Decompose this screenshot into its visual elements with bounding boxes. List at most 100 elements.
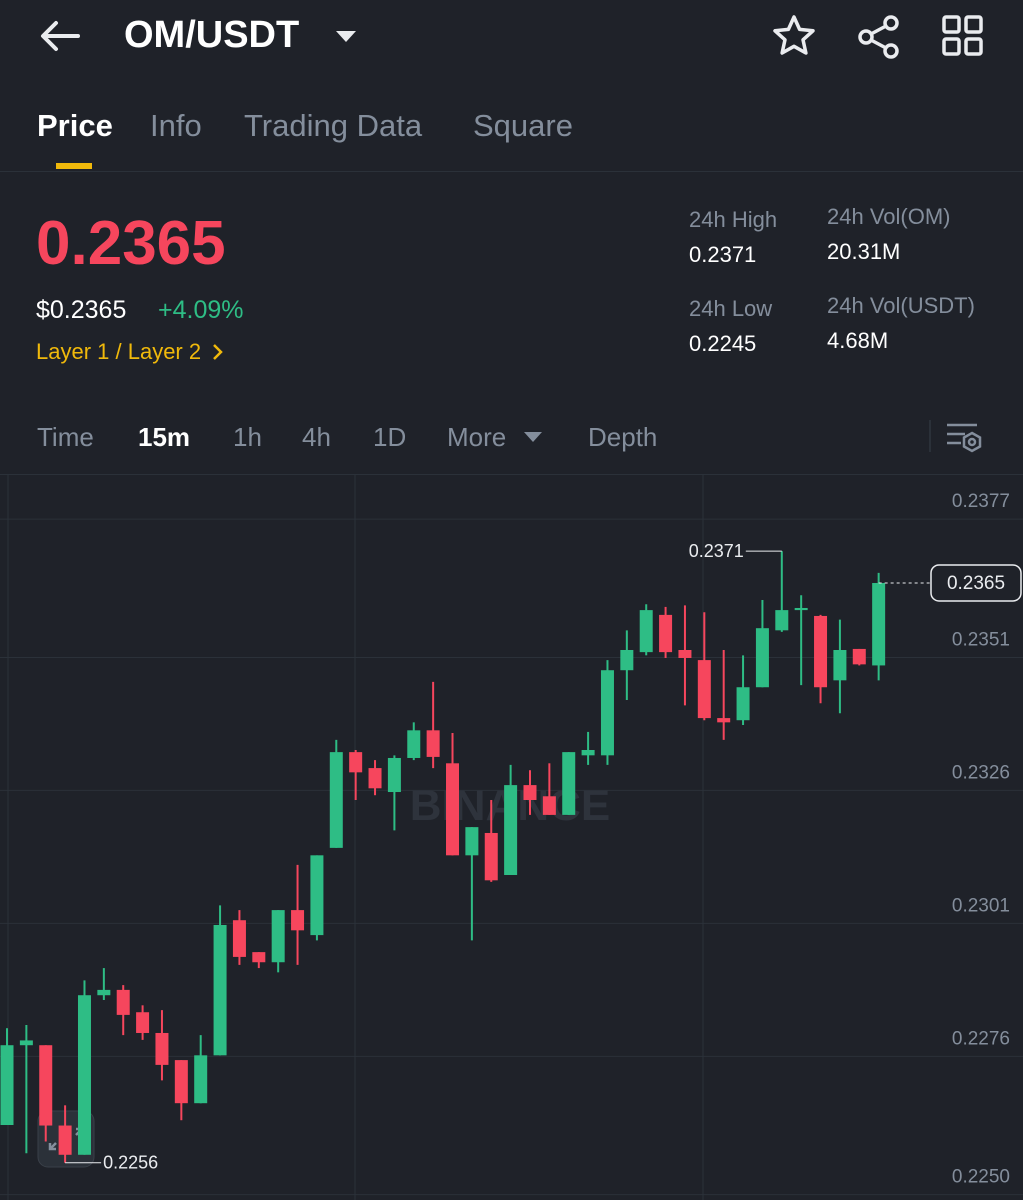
candle-body	[775, 610, 789, 631]
candle	[58, 1105, 72, 1163]
y-tick-label: 0.2250	[952, 1167, 1010, 1188]
candle-body	[329, 752, 343, 848]
candle-body	[833, 650, 847, 681]
stat-value: 0.2245	[689, 331, 757, 356]
candle-body	[349, 752, 363, 773]
candle-body	[581, 750, 595, 756]
tab-indicator	[56, 163, 92, 169]
candle	[639, 604, 653, 656]
candle-body	[155, 1032, 169, 1065]
candle-body	[755, 628, 769, 688]
interval[interactable]: Depth	[588, 422, 658, 452]
last-price-label: 0.2365	[947, 573, 1005, 594]
candle	[310, 855, 324, 941]
more-menu-button[interactable]	[940, 14, 986, 60]
stat-value: 0.2371	[689, 242, 757, 267]
candle-body	[697, 660, 711, 719]
back-button[interactable]	[38, 18, 84, 54]
interval[interactable]: More	[447, 422, 507, 452]
candle	[407, 722, 421, 761]
chart-settings[interactable]	[945, 420, 985, 454]
y-tick-label: 0.2377	[952, 491, 1010, 512]
candle	[620, 630, 634, 700]
candle-body	[446, 763, 460, 856]
category-link[interactable]: Layer 1 / Layer 2	[36, 339, 229, 365]
candle-body	[678, 650, 692, 658]
vertical-grid	[7, 475, 704, 1200]
tab[interactable]: Trading Data	[244, 108, 423, 143]
last-price-box	[930, 564, 1022, 602]
stat-label: 24h High	[689, 207, 778, 232]
candle	[194, 1035, 208, 1104]
candle	[349, 750, 363, 800]
candle	[697, 612, 711, 721]
candle-body	[291, 910, 305, 931]
stat-value: 20.31M	[827, 239, 901, 264]
candle-body	[872, 582, 886, 666]
category[interactable]: Layer 1 / Layer 2	[36, 339, 202, 364]
candle	[736, 655, 750, 725]
candle	[717, 650, 731, 740]
stat-label: 24h Low	[689, 296, 773, 321]
tab[interactable]: Price	[37, 108, 113, 143]
candle	[446, 732, 460, 856]
candle-body	[310, 855, 324, 936]
candle-body	[465, 827, 479, 856]
candle-body	[814, 615, 828, 688]
tab[interactable]: Square	[473, 108, 573, 143]
candle-body	[39, 1045, 53, 1126]
interval[interactable]: 15m	[138, 422, 191, 452]
pair-dropdown[interactable]	[334, 28, 358, 44]
candlestick-chart: BINANCE 0.23770.23510.23260.23010.22760.…	[0, 475, 1023, 1200]
candle-body	[174, 1060, 188, 1104]
candle	[252, 952, 266, 969]
candle	[678, 605, 692, 706]
candle	[814, 614, 828, 704]
candle-body	[252, 952, 266, 963]
candle	[426, 681, 440, 769]
candle	[0, 1028, 14, 1125]
candle-body	[639, 610, 653, 653]
candle	[174, 1060, 188, 1121]
candle	[833, 619, 847, 714]
stat-label: 24h Vol(USDT)	[827, 293, 975, 318]
candle-body	[542, 796, 556, 815]
candle-body	[407, 730, 421, 758]
candle	[852, 648, 866, 666]
candle	[232, 910, 246, 965]
candle	[116, 985, 130, 1036]
candle	[387, 755, 401, 831]
candle	[794, 595, 808, 686]
favorite-button[interactable]	[770, 12, 818, 60]
interval[interactable]: 4h	[302, 422, 331, 452]
candle	[368, 760, 382, 796]
y-tick-label: 0.2326	[952, 762, 1010, 783]
candle-body	[97, 989, 111, 996]
candle	[581, 731, 595, 765]
candle	[659, 606, 673, 658]
separator	[929, 420, 931, 452]
interval[interactable]: Time	[37, 422, 94, 452]
candle	[755, 600, 769, 688]
candle-body	[852, 648, 866, 665]
candle-body	[736, 687, 750, 721]
interval[interactable]: 1h	[233, 422, 262, 452]
candle-body	[271, 910, 285, 963]
share-button[interactable]	[856, 14, 902, 60]
more-caret	[524, 432, 542, 442]
candle-body	[504, 785, 518, 875]
candle-body	[77, 995, 91, 1155]
usd-price: $0.2365	[36, 296, 127, 324]
candle	[136, 1005, 150, 1040]
candle-body	[213, 925, 227, 1056]
pair-title[interactable]: OM/USDT	[124, 14, 300, 56]
candle-body	[19, 1040, 33, 1046]
candle	[523, 770, 537, 815]
y-tick-label: 0.2276	[952, 1028, 1010, 1049]
tab[interactable]: Info	[150, 108, 202, 143]
candle	[97, 968, 111, 1000]
candle	[775, 551, 789, 632]
candle-body	[659, 614, 673, 653]
interval[interactable]: 1D	[373, 422, 407, 452]
